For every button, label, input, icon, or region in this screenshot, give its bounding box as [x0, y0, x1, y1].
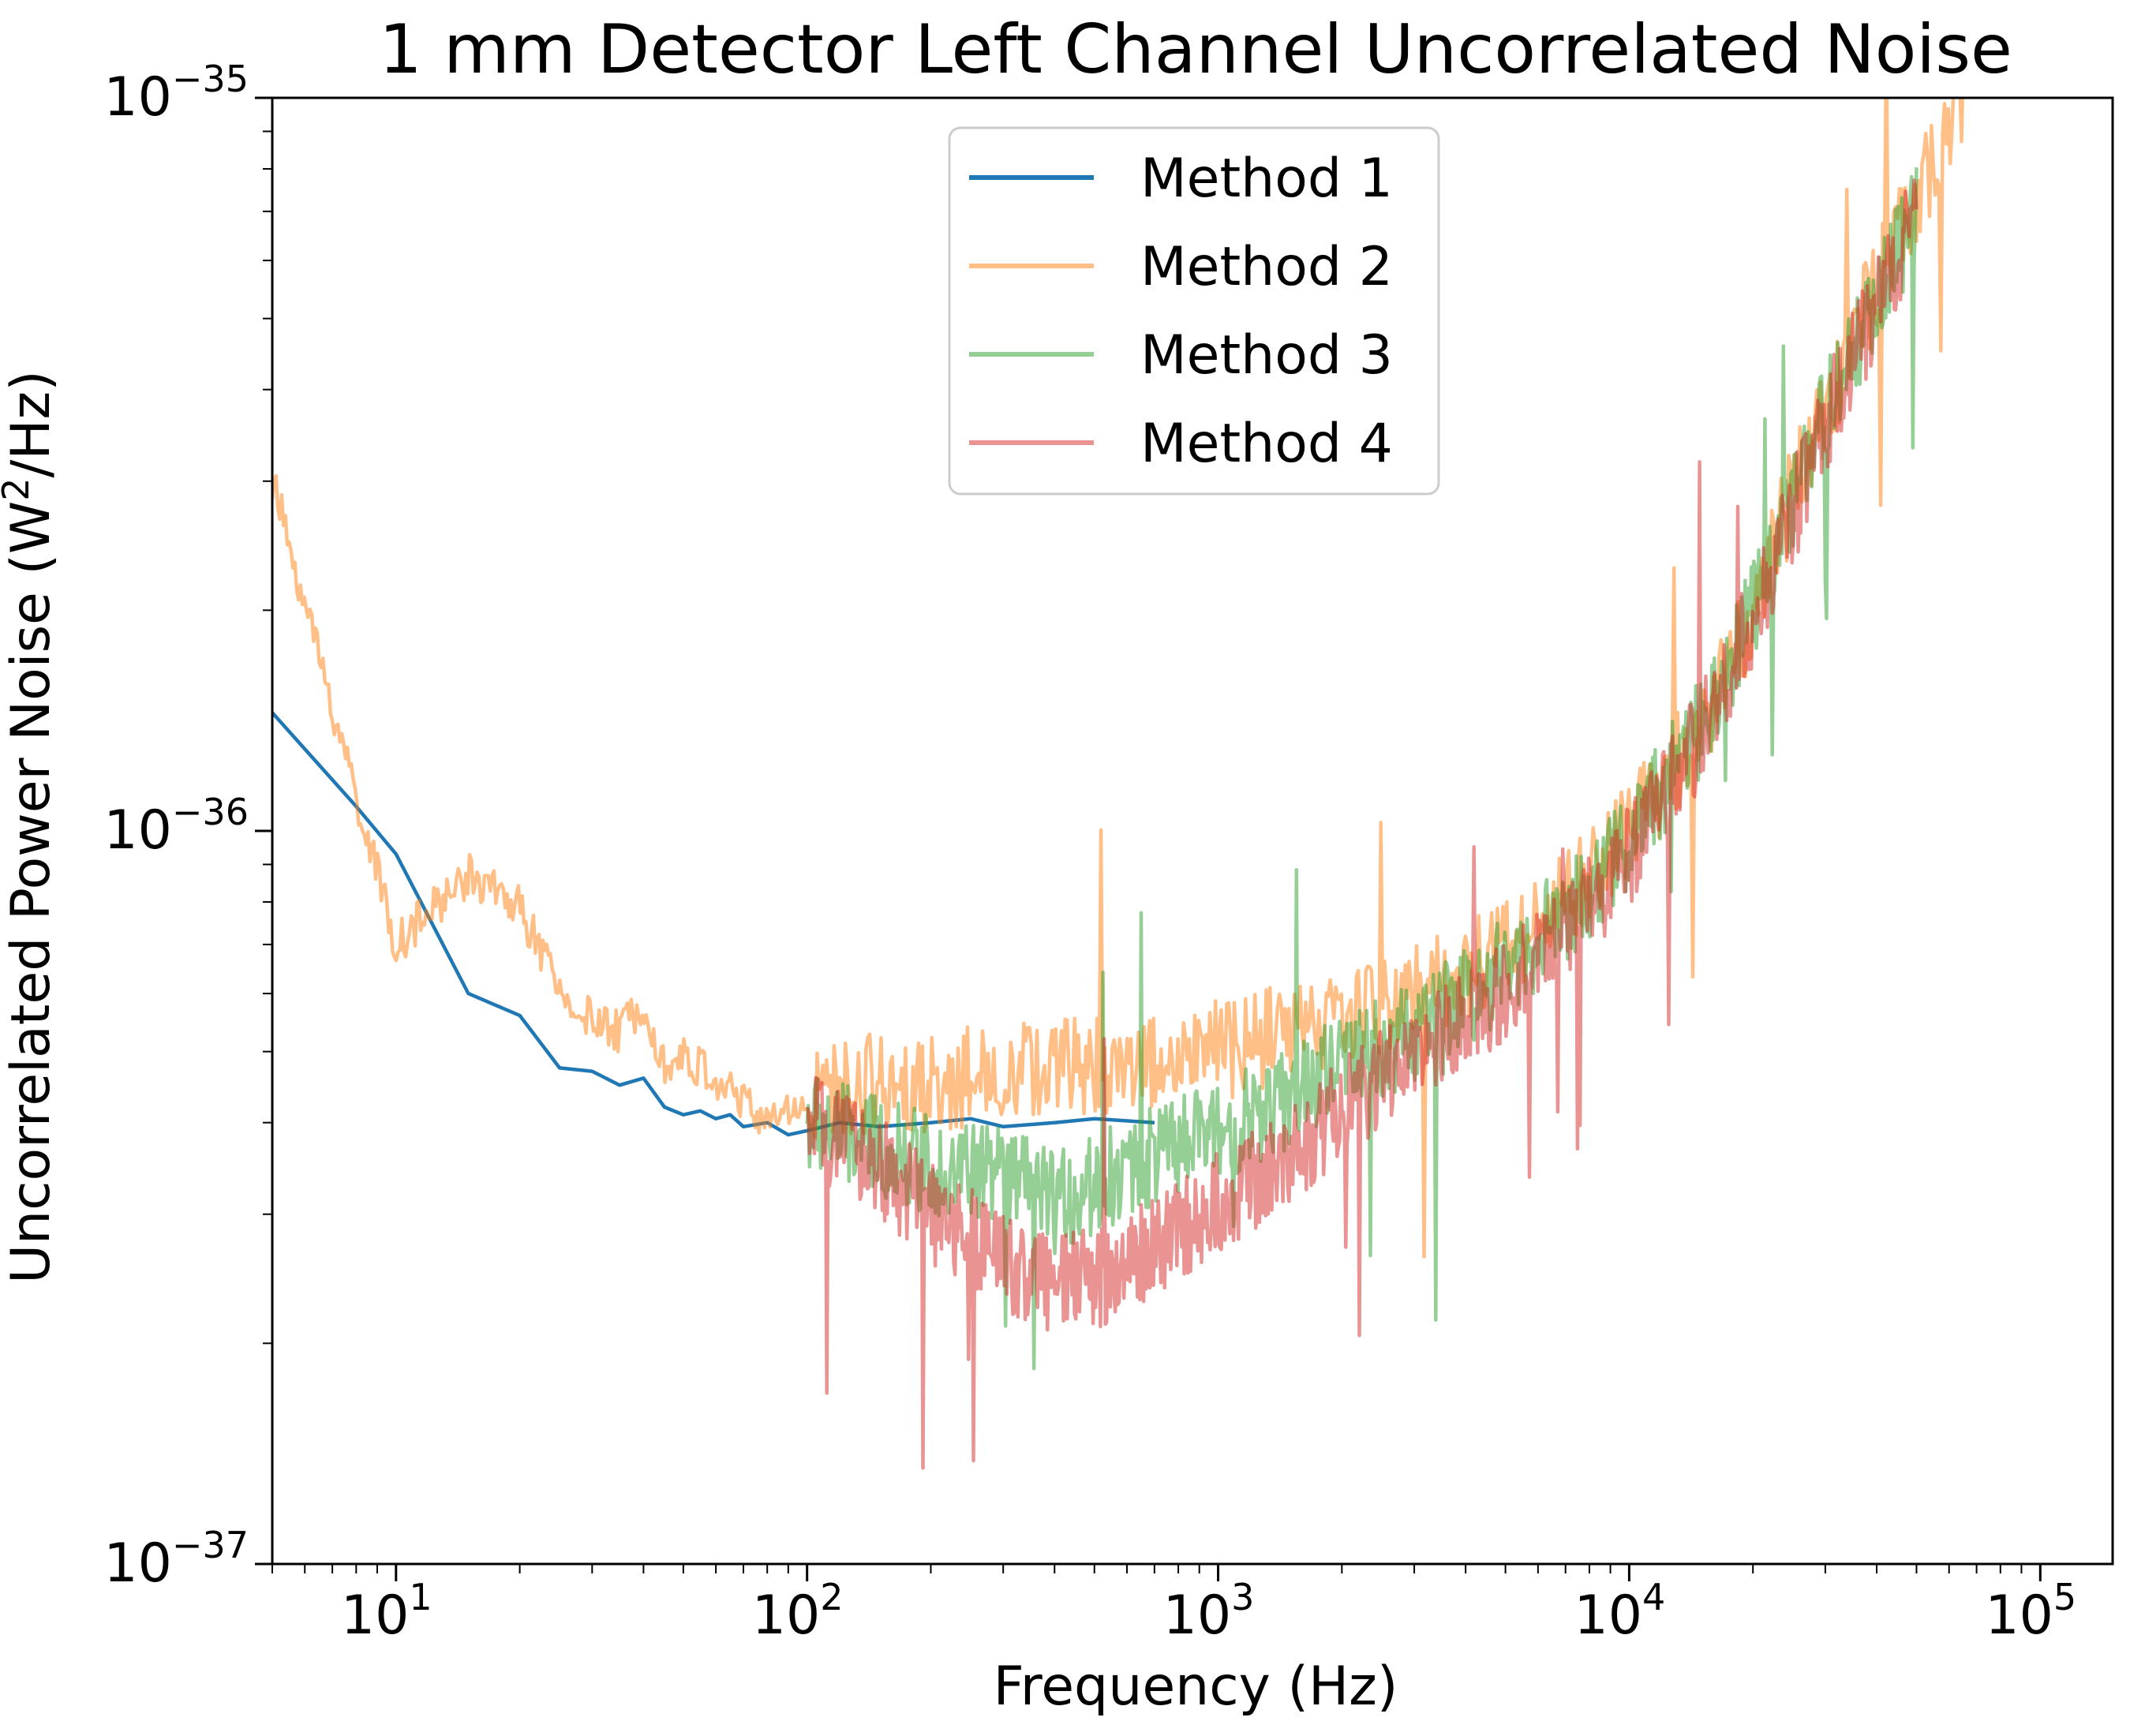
y-tick-label: 10−37	[103, 1524, 249, 1595]
legend-label: Method 2	[1140, 236, 1393, 298]
legend-box	[948, 126, 1440, 496]
legend-label: Method 3	[1140, 324, 1393, 387]
x-tick-label: 105	[1985, 1576, 2076, 1647]
y-tick-labels: 10−37 10−36 10−35	[103, 58, 249, 1595]
y-axis-label-prefix: Uncorrelated Power Noise (W	[0, 501, 62, 1284]
y-major-ticks	[255, 96, 272, 1566]
x-minor-ticks	[271, 1564, 2023, 1573]
x-tick-label: 103	[1163, 1576, 1255, 1647]
x-major-ticks	[395, 1564, 2042, 1581]
y-axis-label-superscript: 2	[0, 478, 37, 501]
x-tick-label: 102	[752, 1576, 844, 1647]
series-line-method-4	[805, 178, 1918, 1470]
y-tick-label: 10−35	[103, 58, 249, 129]
legend-label: Method 4	[1140, 413, 1393, 475]
series-line-method-1	[272, 711, 1155, 1137]
y-axis-label: Uncorrelated Power Noise (W2/Hz)	[0, 370, 62, 1284]
x-tick-labels: 101 102 103 104 105	[341, 1576, 2076, 1647]
x-axis-label: Frequency (Hz)	[994, 1656, 1398, 1718]
y-tick-label: 10−36	[103, 791, 249, 862]
chart-title: 1 mm Detector Left Channel Uncorrelated …	[379, 10, 2012, 89]
y-minor-ticks	[263, 130, 272, 1345]
y-axis-label-suffix: /Hz)	[0, 370, 62, 477]
legend-label: Method 1	[1140, 148, 1393, 210]
legend: Method 1 Method 2 Method 3 Method 4	[948, 126, 1440, 496]
legend-entries: Method 1 Method 2 Method 3 Method 4	[969, 148, 1393, 475]
series-layer	[272, 98, 1964, 1470]
x-tick-label: 101	[341, 1576, 432, 1647]
x-tick-label: 104	[1574, 1576, 1666, 1647]
